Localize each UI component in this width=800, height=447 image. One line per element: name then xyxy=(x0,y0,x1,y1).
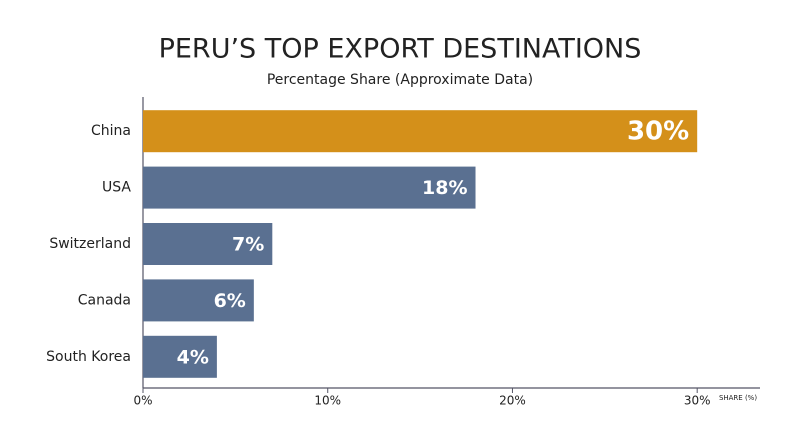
value-label: 30% xyxy=(627,117,689,147)
x-axis-label: SHARE (%) xyxy=(719,394,757,402)
x-tick-label: 10% xyxy=(314,394,341,408)
bar xyxy=(143,110,698,153)
bar xyxy=(143,335,217,378)
x-tick-label: 20% xyxy=(499,394,526,408)
bar xyxy=(143,279,254,322)
y-tick-label: Switzerland xyxy=(49,236,131,252)
chart-subtitle: Percentage Share (Approximate Data) xyxy=(267,72,533,88)
y-tick-label: South Korea xyxy=(46,349,131,365)
y-tick-label: Canada xyxy=(78,292,131,308)
x-tick-label: 0% xyxy=(133,394,152,408)
y-tick-label: China xyxy=(91,123,131,139)
x-tick-label: 30% xyxy=(684,394,711,408)
chart-title: PERU’S TOP EXPORT DESTINATIONS xyxy=(159,34,642,65)
value-label: 4% xyxy=(177,346,209,368)
value-label: 6% xyxy=(214,290,246,312)
bar xyxy=(143,223,273,265)
value-label: 18% xyxy=(422,177,467,199)
bar xyxy=(143,166,476,209)
y-tick-label: USA xyxy=(102,180,131,196)
value-label: 7% xyxy=(232,234,264,256)
